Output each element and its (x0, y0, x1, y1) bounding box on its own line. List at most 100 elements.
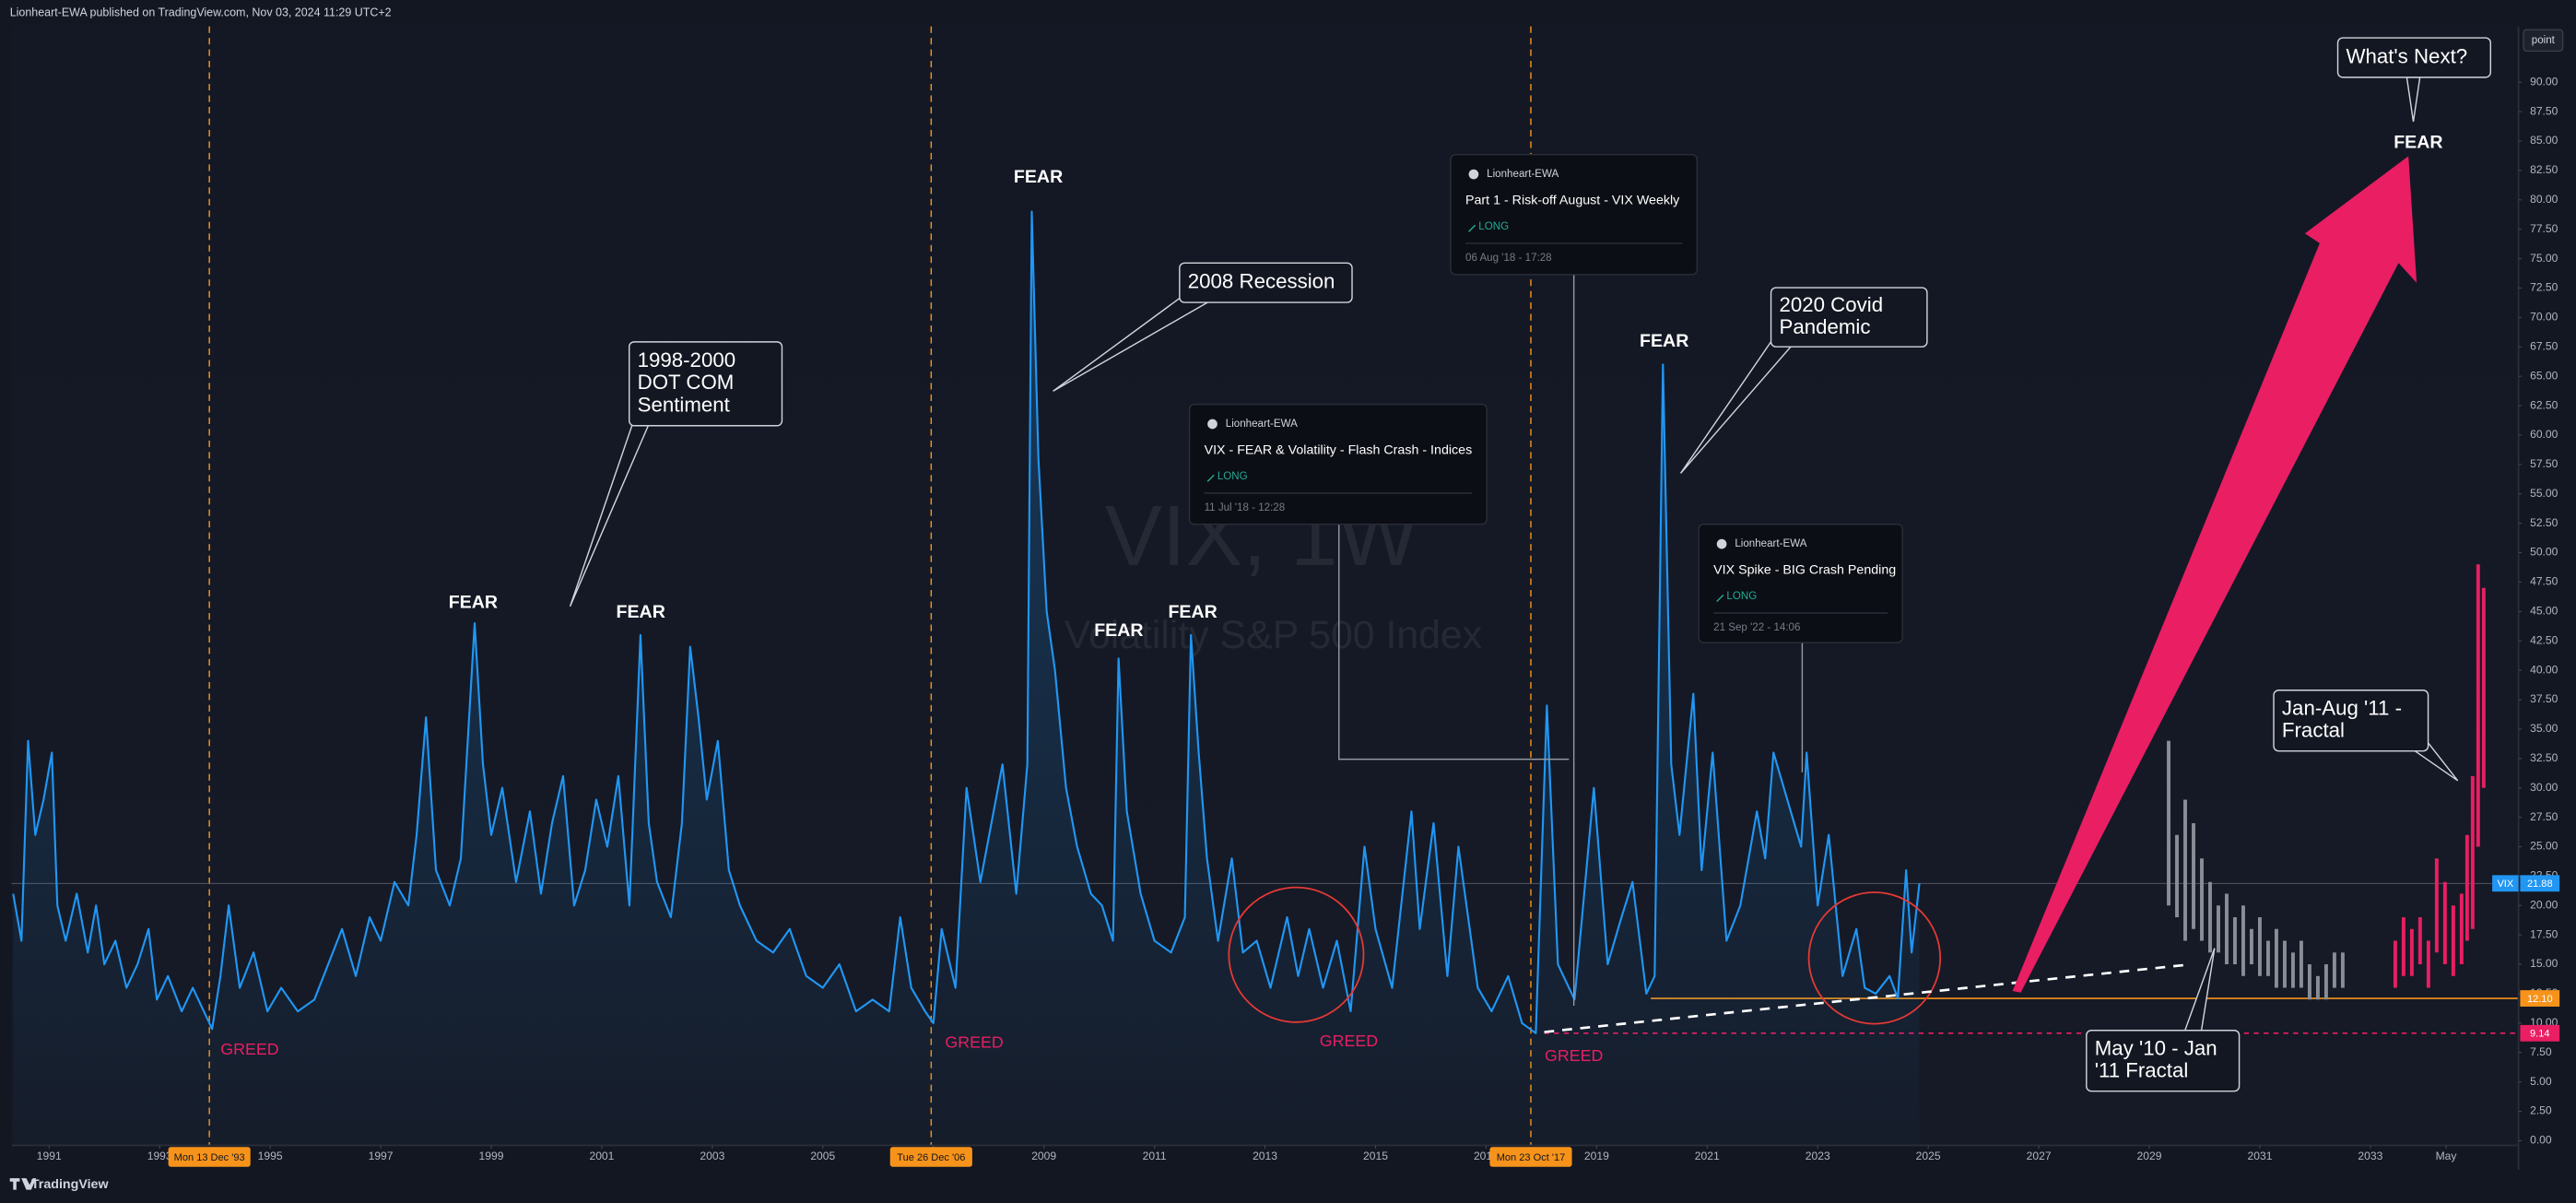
idea-card (1450, 153, 1699, 276)
idea-direction: LONG (1726, 591, 1757, 602)
fear-label: FEAR (617, 602, 665, 622)
y-tick-label: 62.50 (2530, 398, 2558, 411)
x-tick-label: May (2436, 1150, 2458, 1162)
footer-bar (0, 1170, 2576, 1203)
idea-author: Lionheart-EWA (1487, 169, 1559, 180)
x-axis-area (0, 1145, 2576, 1171)
callout-text: DOT COM (638, 371, 735, 394)
idea-author: Lionheart-EWA (1735, 538, 1806, 549)
scale-button[interactable] (2523, 29, 2564, 52)
price-tag (2520, 875, 2560, 892)
x-tick-label: 2027 (2027, 1150, 2052, 1162)
callout-text: May '10 - Jan (2095, 1037, 2217, 1060)
y-tick-label: 85.00 (2530, 134, 2558, 147)
y-tick-label: 72.50 (2530, 281, 2558, 294)
y-tick-label: 32.50 (2530, 751, 2558, 764)
highlight-circle (1228, 886, 1365, 1023)
y-tick-label: 15.00 (2530, 957, 2558, 970)
greed-label: GREED (945, 1033, 1003, 1052)
y-tick-label: 87.50 (2530, 104, 2558, 117)
axis-labels: 0.002.505.007.5010.0012.5015.0017.5020.0… (37, 75, 2560, 1167)
y-tick-label: 5.00 (2530, 1075, 2552, 1088)
y-tick-label: 50.00 (2530, 546, 2558, 559)
idea-avatar (1468, 169, 1479, 180)
price-tag-value: 9.14 (2530, 1029, 2550, 1040)
y-tick-label: 7.50 (2530, 1045, 2552, 1058)
idea-avatar (1716, 538, 1727, 549)
price-tag (2520, 990, 2560, 1007)
y-tick-label: 42.50 (2530, 633, 2558, 646)
watermark: VIX, 1W Volatility S&P 500 Index (1065, 488, 1482, 657)
x-tick-label: 1997 (369, 1150, 394, 1162)
x-tick-label: 1993 (147, 1150, 172, 1162)
greed-label: GREED (220, 1040, 278, 1058)
callout-text: 1998-2000 (638, 348, 735, 372)
y-tick-label: 60.00 (2530, 428, 2558, 441)
greed-label: GREED (1320, 1032, 1378, 1050)
y-axis-area (2518, 26, 2576, 1171)
time-marker-label: Tue 26 Dec '06 (897, 1152, 965, 1163)
x-tick-label: 2029 (2137, 1150, 2162, 1162)
highlight-circle (1807, 891, 1942, 1025)
greed-label: GREED (1545, 1046, 1603, 1065)
fear-label: FEAR (1168, 602, 1217, 622)
y-tick-label: 20.00 (2530, 898, 2558, 911)
arrow (2012, 156, 2417, 993)
idea-date: 11 Jul '18 - 12:28 (1205, 502, 1286, 513)
idea-date: 06 Aug '18 - 17:28 (1465, 253, 1552, 264)
y-tick-label: 90.00 (2530, 75, 2558, 88)
idea-direction: LONG (1217, 471, 1248, 482)
idea-direction-icon (1206, 474, 1215, 482)
y-tick-label: 40.00 (2530, 663, 2558, 676)
y-tick-label: 77.50 (2530, 222, 2558, 235)
idea-card (1188, 403, 1488, 525)
y-tick-label: 80.00 (2530, 193, 2558, 206)
y-tick-label: 75.00 (2530, 252, 2558, 265)
callout-text: 2008 Recession (1188, 270, 1335, 293)
idea-date: 21 Sep '22 - 14:06 (1713, 622, 1800, 633)
x-tick-label: 2023 (1806, 1150, 1830, 1162)
fear-label: FEAR (449, 592, 498, 612)
annotations-layer: FEAR FEAR FEAR FEAR FEAR FEAR FEAR GREED GREED GR… (220, 37, 2492, 1092)
idea-author: Lionheart-EWA (1226, 419, 1298, 430)
y-tick-label: 65.00 (2530, 369, 2558, 382)
price-tag (2492, 875, 2519, 892)
price-tag-value: 12.10 (2527, 994, 2553, 1005)
callout-box (1770, 287, 1928, 348)
header-text: Lionheart-EWA published on TradingView.c… (10, 6, 392, 19)
y-tick-label: 55.00 (2530, 487, 2558, 500)
callout-box (1179, 262, 1353, 303)
price-tag-value: 21.88 (2527, 879, 2553, 890)
callout-box (2273, 690, 2429, 752)
fear-label: FEAR (2394, 132, 2442, 152)
fear-label: FEAR (1094, 620, 1143, 641)
series-line (12, 210, 1921, 1034)
idea-avatar (1207, 419, 1217, 430)
x-tick-label: 2019 (1584, 1150, 1609, 1162)
time-marker-box (1489, 1147, 1572, 1167)
y-tick-label: 52.50 (2530, 516, 2558, 529)
callout-text: 2020 Covid (1779, 293, 1883, 316)
x-tick-label: 2005 (810, 1150, 835, 1162)
idea-direction-icon (1468, 224, 1476, 232)
time-marker-label: Mon 13 Dec '93 (174, 1152, 245, 1163)
y-tick-label: 67.50 (2530, 339, 2558, 352)
y-tick-label: 27.50 (2530, 810, 2558, 823)
x-tick-label: 2021 (1695, 1150, 1720, 1162)
drawings-layer (1228, 156, 2417, 1033)
x-tick-label: 2003 (700, 1150, 724, 1162)
price-tag (2520, 1024, 2560, 1042)
y-tick-label: 35.00 (2530, 722, 2558, 735)
x-tick-label: 1995 (258, 1150, 283, 1162)
connector (1338, 524, 1570, 761)
x-tick-label: 2031 (2247, 1150, 2272, 1162)
y-tick-label: 70.00 (2530, 311, 2558, 324)
series-area (13, 211, 1920, 1146)
time-marker-label: Mon 23 Oct '17 (1497, 1152, 1566, 1163)
watermark-subtitle: Volatility S&P 500 Index (1065, 613, 1482, 657)
x-tick-label: 1999 (479, 1150, 504, 1162)
idea-direction: LONG (1478, 221, 1509, 232)
callout-text: What's Next? (2346, 44, 2467, 67)
callout-text: '11 Fractal (2095, 1059, 2189, 1082)
